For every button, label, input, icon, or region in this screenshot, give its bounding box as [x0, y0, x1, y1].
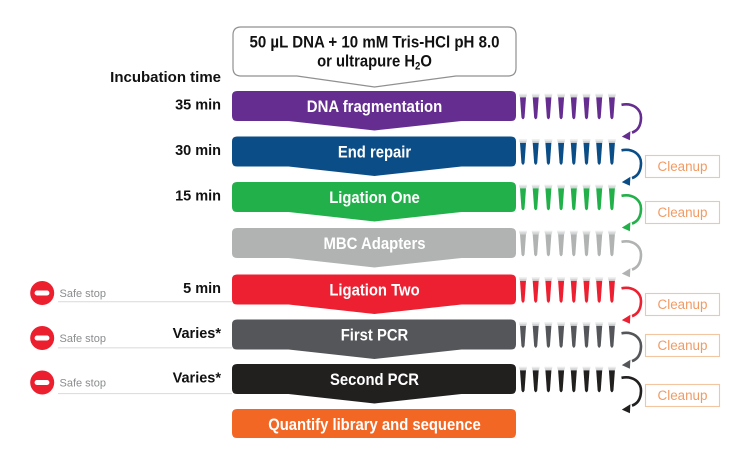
svg-text:MBC Adapters: MBC Adapters: [323, 234, 425, 253]
svg-text:or ultrapure H2O: or ultrapure H2O: [317, 52, 432, 72]
svg-text:30 min: 30 min: [175, 143, 221, 159]
svg-text:Ligation One: Ligation One: [329, 188, 420, 207]
svg-text:First PCR: First PCR: [341, 326, 409, 345]
svg-text:Cleanup: Cleanup: [658, 388, 708, 403]
svg-text:5 min: 5 min: [183, 281, 221, 297]
svg-text:Varies*: Varies*: [173, 326, 222, 342]
svg-text:Safe stop: Safe stop: [60, 288, 106, 300]
svg-text:End repair: End repair: [338, 143, 412, 162]
svg-text:35 min: 35 min: [175, 98, 221, 114]
svg-text:DNA fragmentation: DNA fragmentation: [307, 97, 442, 116]
svg-text:Second PCR: Second PCR: [330, 370, 419, 389]
svg-text:Ligation Two: Ligation Two: [329, 281, 419, 300]
svg-text:Quantify library and sequence: Quantify library and sequence: [268, 415, 481, 434]
svg-text:Safe stop: Safe stop: [60, 378, 106, 390]
svg-text:50 µL DNA + 10 mM Tris-HCl pH: 50 µL DNA + 10 mM Tris-HCl pH 8.0: [250, 33, 500, 52]
svg-text:Cleanup: Cleanup: [658, 297, 708, 312]
svg-text:Cleanup: Cleanup: [658, 159, 708, 174]
svg-text:Incubation time: Incubation time: [110, 69, 221, 86]
svg-text:15 min: 15 min: [175, 189, 221, 205]
svg-text:Safe stop: Safe stop: [60, 333, 106, 345]
svg-text:Cleanup: Cleanup: [658, 338, 708, 353]
svg-text:Varies*: Varies*: [173, 371, 222, 387]
svg-text:Cleanup: Cleanup: [658, 205, 708, 220]
